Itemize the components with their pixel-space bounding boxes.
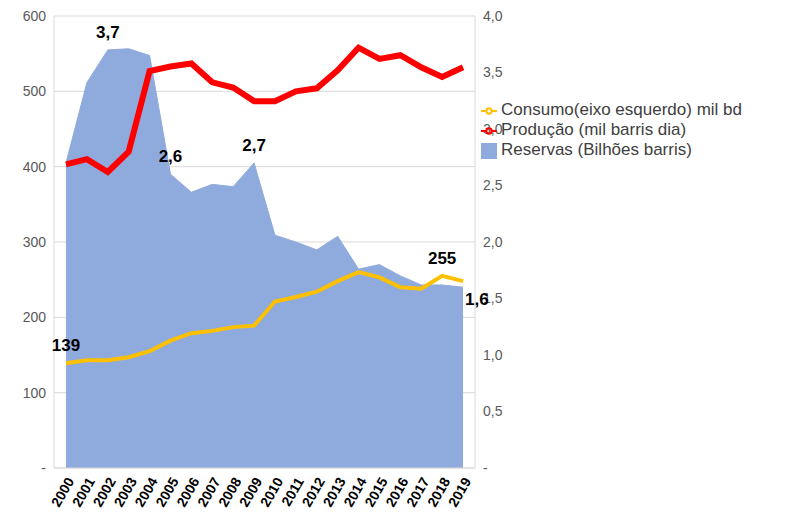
svg-text:2009: 2009 xyxy=(235,474,266,510)
svg-text:2016: 2016 xyxy=(382,474,412,510)
svg-text:2017: 2017 xyxy=(403,474,433,510)
svg-text:600: 600 xyxy=(23,8,47,24)
svg-text:1,0: 1,0 xyxy=(483,347,503,363)
svg-text:2010: 2010 xyxy=(257,474,287,509)
svg-text:500: 500 xyxy=(23,83,47,99)
svg-text:2006: 2006 xyxy=(173,474,203,510)
svg-text:2003: 2003 xyxy=(110,474,140,510)
svg-text:1,5: 1,5 xyxy=(483,290,503,307)
svg-text:2005: 2005 xyxy=(152,474,182,510)
svg-text:4,0: 4,0 xyxy=(483,8,503,24)
svg-text:2014: 2014 xyxy=(340,474,370,510)
svg-text:2013: 2013 xyxy=(319,474,349,510)
svg-text:2000: 2000 xyxy=(47,474,78,510)
svg-text:100: 100 xyxy=(23,385,47,401)
html-text:Produção (mil barris dia): Produção (mil barris dia) xyxy=(501,120,687,139)
svg-text:0,5: 0,5 xyxy=(483,403,503,419)
html-text:Consumo(eixo esquerdo) mil bd: Consumo(eixo esquerdo) mil bd xyxy=(501,100,742,119)
svg-text:1,6: 1,6 xyxy=(465,290,489,309)
svg-text:2002: 2002 xyxy=(89,474,119,510)
svg-text:-: - xyxy=(483,460,488,476)
svg-text:2011: 2011 xyxy=(278,474,308,509)
svg-text:139: 139 xyxy=(52,336,80,355)
svg-text:2015: 2015 xyxy=(361,474,391,510)
svg-text:3,0: 3,0 xyxy=(483,121,503,137)
svg-text:2004: 2004 xyxy=(131,474,161,510)
svg-text:300: 300 xyxy=(23,234,47,250)
svg-text:2,6: 2,6 xyxy=(159,147,183,166)
svg-text:200: 200 xyxy=(23,309,47,325)
svg-text:2001: 2001 xyxy=(68,474,99,510)
svg-text:2,5: 2,5 xyxy=(483,177,503,193)
svg-text:2,7: 2,7 xyxy=(242,136,266,155)
svg-text:-: - xyxy=(41,460,46,476)
html-text:Reservas (Bilhões barris): Reservas (Bilhões barris) xyxy=(501,140,692,159)
svg-text:2012: 2012 xyxy=(298,474,328,510)
svg-text:400: 400 xyxy=(23,159,47,175)
svg-text:2007: 2007 xyxy=(194,474,224,510)
svg-text:2018: 2018 xyxy=(423,474,454,510)
svg-text:2019: 2019 xyxy=(445,474,475,509)
svg-text:255: 255 xyxy=(428,249,456,268)
svg-text:2008: 2008 xyxy=(214,474,245,510)
svg-text:3,5: 3,5 xyxy=(483,64,503,80)
svg-text:2,0: 2,0 xyxy=(483,234,503,250)
svg-text:3,7: 3,7 xyxy=(96,23,120,42)
